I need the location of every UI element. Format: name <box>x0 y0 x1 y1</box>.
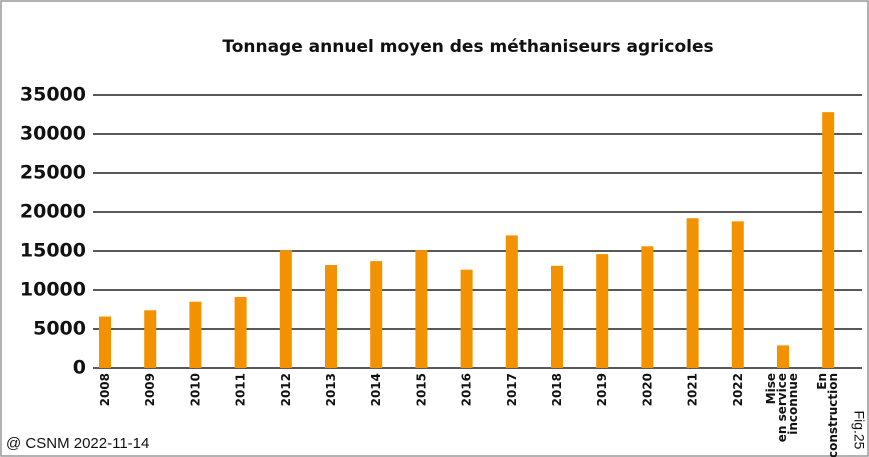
y-tick-label: 10000 <box>20 279 86 301</box>
bar <box>189 301 202 368</box>
bar <box>641 246 654 368</box>
x-tick-label: 2021 <box>685 373 699 406</box>
bar <box>596 254 609 368</box>
x-tick-label: 2010 <box>188 373 202 406</box>
x-tick-label-line: 2018 <box>550 373 564 406</box>
x-tick-label: 2022 <box>730 373 744 406</box>
chart-title: Tonnage annuel moyen des méthaniseurs ag… <box>222 37 713 57</box>
x-tick-label-line: en service <box>775 373 789 442</box>
x-tick-label-line: Mise <box>764 373 778 404</box>
bar <box>777 345 789 368</box>
x-tick-label-line: 2020 <box>640 373 654 406</box>
x-tick-label-line: inconnue <box>786 373 800 435</box>
x-tick-label: 2018 <box>550 373 564 406</box>
y-tick-label: 20000 <box>20 201 86 223</box>
x-tick-label-line: construction <box>826 373 840 457</box>
x-tick-label-line: 2019 <box>595 373 609 406</box>
bar <box>731 221 744 368</box>
x-tick-label-line: 2010 <box>188 373 202 406</box>
y-tick-label: 15000 <box>20 240 86 262</box>
x-tick-label-line: 2017 <box>504 373 518 406</box>
x-tick-label: 2013 <box>324 373 338 406</box>
x-tick-label: 2019 <box>595 373 609 406</box>
x-tick-label: 2012 <box>278 373 292 406</box>
bar <box>415 250 428 368</box>
x-tick-label-line: En <box>815 373 829 390</box>
x-tick-label-line: 2014 <box>369 373 383 406</box>
x-tick-label-line: 2009 <box>143 373 157 406</box>
bar <box>460 269 473 368</box>
x-tick-label: 2011 <box>233 373 247 406</box>
x-tick-label-line: 2022 <box>730 373 744 406</box>
y-tick-label: 30000 <box>20 123 86 145</box>
x-tick-label: Miseen serviceinconnue <box>764 373 800 442</box>
bar <box>325 265 337 368</box>
x-tick-label: 2008 <box>98 373 112 406</box>
bar <box>505 235 518 368</box>
y-tick-label: 35000 <box>20 84 86 106</box>
source: @ CSNM 2022-11-14 <box>6 435 149 452</box>
x-tick-label-line: 2012 <box>278 373 292 406</box>
bar <box>234 297 247 368</box>
bar <box>551 265 563 368</box>
bar <box>99 316 111 368</box>
x-tick-label: 2009 <box>143 373 157 406</box>
x-tick-label-line: 2013 <box>324 373 338 406</box>
x-tick-label: 2016 <box>459 373 473 406</box>
x-tick-label-line: 2011 <box>233 373 247 406</box>
x-tick-label: Enconstruction <box>815 373 840 457</box>
x-tick-label-line: 2016 <box>459 373 473 406</box>
x-tick-label: 2015 <box>414 373 428 406</box>
bar <box>370 261 383 368</box>
figure-label: Fig.25 <box>851 411 867 450</box>
bar <box>279 250 292 368</box>
x-tick-label-line: 2015 <box>414 373 428 406</box>
x-tick-label: 2014 <box>369 373 383 406</box>
x-tick-label: 2020 <box>640 373 654 406</box>
x-tick-label-line: 2008 <box>98 373 112 406</box>
bar <box>822 112 835 368</box>
y-tick-label: 5000 <box>33 318 86 340</box>
x-tick-label: 2017 <box>504 373 518 406</box>
bar <box>686 218 699 368</box>
y-tick-label: 25000 <box>20 162 86 184</box>
bar <box>144 310 157 368</box>
y-tick-label: 0 <box>73 357 86 379</box>
x-tick-label-line: 2021 <box>685 373 699 406</box>
